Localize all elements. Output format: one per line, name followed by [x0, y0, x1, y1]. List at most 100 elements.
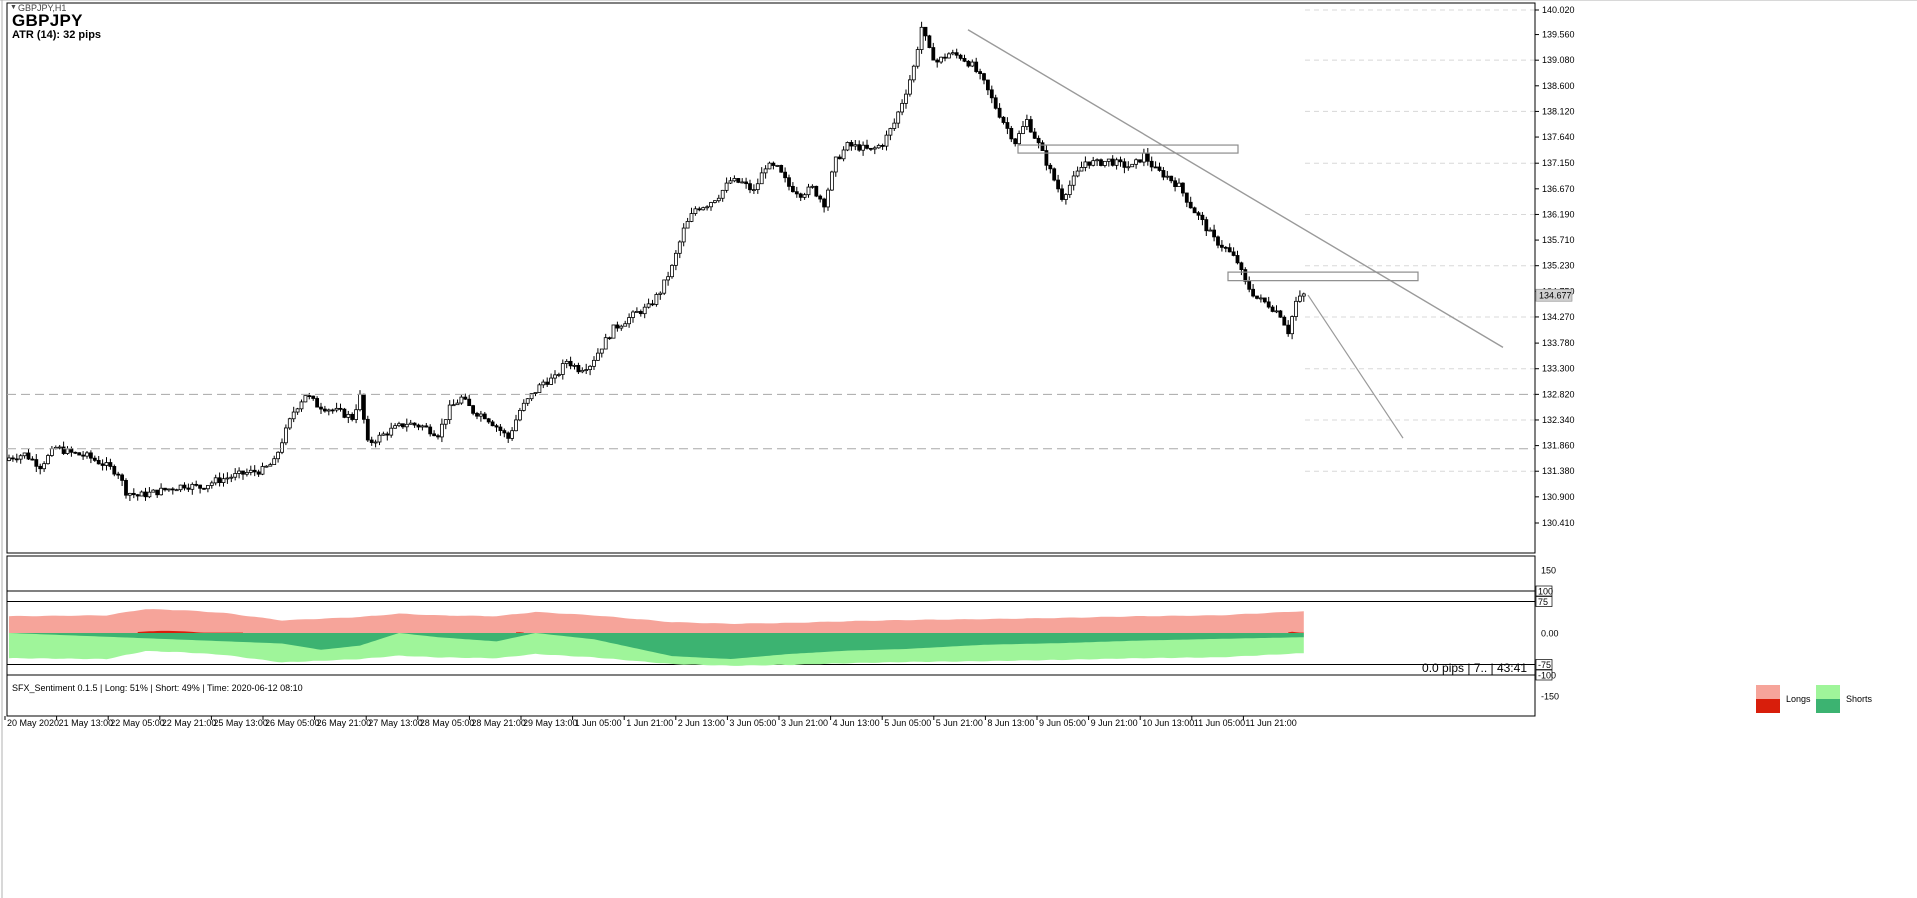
candle-body	[85, 452, 89, 457]
candle-body	[876, 145, 881, 149]
candle-body	[1298, 295, 1302, 302]
descending-trendline[interactable]	[967, 29, 1504, 348]
chart-menu-arrow-icon[interactable]: ▼	[10, 4, 17, 11]
time-tick-label: 27 May 13:00	[368, 718, 423, 728]
candle-body	[151, 489, 156, 493]
candle-body	[1220, 244, 1224, 248]
candle-body	[57, 446, 62, 449]
candle-body	[205, 485, 210, 490]
longs-light-swatch	[1756, 685, 1780, 699]
candle-body	[467, 398, 472, 407]
candle-body	[989, 89, 994, 99]
candle-body	[1177, 182, 1181, 188]
level-label: -150	[1541, 692, 1559, 702]
candle-body	[529, 393, 534, 400]
candle-body	[311, 395, 316, 399]
candle-body	[1204, 219, 1209, 232]
time-tick-label: 21 May 13:00	[59, 718, 114, 728]
candle-body	[244, 472, 249, 475]
candle-body	[1165, 175, 1170, 178]
candle-body	[486, 418, 491, 423]
candle-body	[759, 172, 764, 185]
candle-body	[1274, 310, 1279, 313]
candle-body	[654, 294, 659, 305]
candle-body	[853, 144, 858, 147]
candle-body	[888, 128, 893, 136]
candle-body	[911, 65, 916, 81]
candle-body	[588, 365, 592, 370]
candle-body	[650, 303, 655, 306]
candle-body	[525, 398, 530, 404]
candle-body	[592, 359, 596, 367]
candle-body	[377, 434, 382, 443]
candle-body	[22, 452, 27, 457]
candle-body	[1255, 295, 1259, 299]
candle-body	[978, 71, 982, 75]
candle-body	[1181, 182, 1185, 194]
candle-body	[303, 395, 308, 403]
time-tick-label: 5 Jun 05:00	[884, 718, 931, 728]
candle-body	[822, 198, 826, 208]
candle-body	[385, 433, 390, 436]
candle-body	[61, 446, 66, 454]
candle-body	[521, 402, 526, 411]
candle-body	[237, 470, 242, 474]
candle-body	[198, 484, 203, 489]
candle-body	[268, 464, 273, 467]
candle-body	[1138, 159, 1142, 163]
candle-body	[432, 433, 437, 437]
candle-body	[404, 423, 409, 428]
candle-body	[900, 102, 904, 113]
shorts-light-swatch	[1816, 685, 1840, 699]
candle-body	[705, 206, 709, 209]
candle-body	[209, 482, 214, 486]
candle-body	[478, 413, 483, 417]
candle-body	[1173, 180, 1177, 188]
resistance-zone[interactable]	[1227, 271, 1419, 282]
resistance-zone[interactable]	[1017, 144, 1239, 154]
candle-body	[1239, 262, 1244, 270]
longs-area	[9, 609, 1304, 633]
candle-body	[1247, 280, 1252, 290]
level-label: 0.00	[1541, 629, 1559, 639]
candle-body	[1130, 163, 1135, 168]
candle-body	[962, 58, 967, 62]
candle-body	[1040, 142, 1045, 151]
candle-body	[709, 202, 713, 208]
main-pane-frame	[6, 2, 1536, 554]
candle-body	[802, 194, 807, 198]
projection-line[interactable]	[1307, 294, 1404, 439]
candle-body	[459, 396, 464, 404]
candle-body	[1126, 166, 1131, 169]
candle-body	[264, 465, 269, 468]
candle-body	[92, 457, 97, 461]
candle-body	[728, 180, 733, 184]
candle-body	[1243, 269, 1248, 282]
time-tick-label: 26 May 21:00	[317, 718, 372, 728]
candle-body	[740, 181, 745, 184]
candle-body	[1114, 159, 1119, 166]
level-label: 150	[1541, 566, 1556, 576]
candle-body	[1231, 251, 1236, 256]
candle-body	[580, 369, 585, 373]
candle-body	[1216, 236, 1220, 246]
candle-body	[1161, 170, 1166, 178]
candle-body	[1110, 158, 1115, 166]
candle-body	[716, 197, 721, 202]
candle-body	[400, 423, 405, 428]
candle-body	[896, 111, 901, 124]
candle-body	[1235, 255, 1240, 264]
candle-body	[358, 393, 362, 411]
candle-body	[1060, 188, 1064, 200]
level-box	[1535, 669, 1553, 681]
candle-body	[287, 418, 292, 429]
price-tick-label: 139.080	[1542, 55, 1575, 65]
candle-body	[701, 207, 706, 211]
candle-body	[744, 181, 748, 185]
candle-body	[475, 412, 479, 417]
time-tick-label: 11 Jun 21:00	[1245, 718, 1296, 728]
candle-body	[755, 183, 760, 191]
candle-body	[350, 413, 355, 420]
